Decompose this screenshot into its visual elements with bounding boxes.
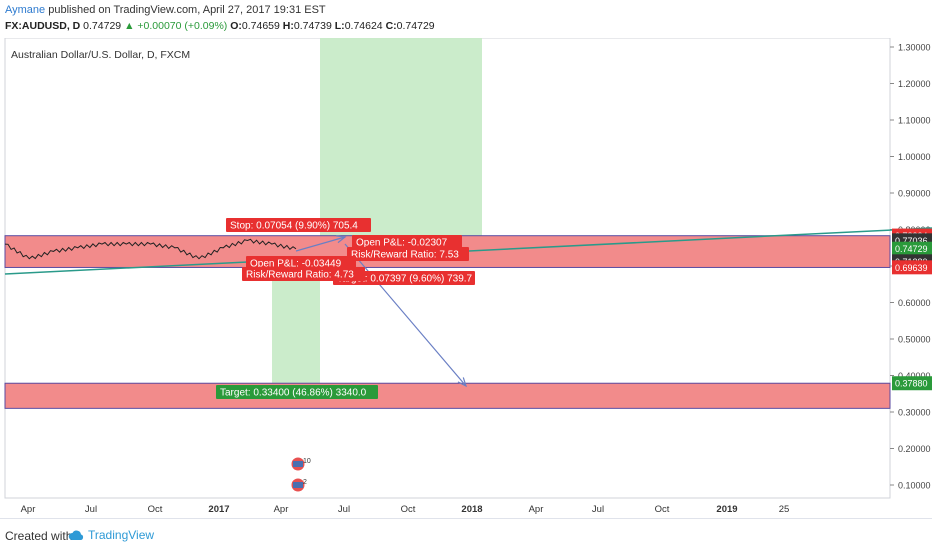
x-tick-label: Jul <box>592 504 604 515</box>
x-tick-label: 2017 <box>208 504 229 515</box>
y-tick-label: 1.20000 <box>898 79 931 89</box>
event-flag-inner <box>293 482 303 488</box>
price-badge-label: 0.37880 <box>895 379 928 389</box>
open-label: O: <box>230 20 242 32</box>
y-tick-label: 1.00000 <box>898 152 931 162</box>
open-value: 0.74659 <box>241 20 280 32</box>
author-link[interactable]: Aymane <box>5 4 46 16</box>
target-zone-label: Target: 0.33400 (46.86%) 3340.0 <box>220 388 367 399</box>
x-tick-label: Apr <box>21 504 36 515</box>
target-label: Target: 0.07397 (9.60%) 739.7 <box>337 274 473 285</box>
close-value: 0.74729 <box>396 20 435 32</box>
low-label: L: <box>334 20 345 32</box>
price-badge-label: 0.74729 <box>895 244 928 254</box>
risk-reward-label-bg <box>347 247 469 261</box>
stop-label: Stop: 0.07054 (9.90%) 705.4 <box>230 221 358 232</box>
price-badge <box>892 260 932 275</box>
chart-header: Aymane published on TradingView.com, Apr… <box>0 0 932 38</box>
y-tick-label: 1.10000 <box>898 116 931 126</box>
x-tick-label: Apr <box>529 504 544 515</box>
tradingview-brand[interactable]: TradingView <box>68 528 154 542</box>
risk-reward-label: Risk/Reward Ratio: 4.73 <box>246 270 354 281</box>
last-price: 0.74729 <box>83 20 122 32</box>
stop-label-bg <box>226 218 371 232</box>
x-tick-label: Jul <box>338 504 350 515</box>
event-flag-count: 2 <box>303 479 307 486</box>
x-tick-label: 2018 <box>461 504 482 515</box>
open-pnl-label: Open P&L: -0.02307 <box>356 238 448 249</box>
y-tick-label: 0.90000 <box>898 189 931 199</box>
open-pnl-label: Open P&L: -0.03449 <box>250 259 342 270</box>
price-badge <box>892 241 932 256</box>
y-tick-label: 0.10000 <box>898 481 931 491</box>
symbol-label: FX:AUDUSD, D <box>5 20 81 32</box>
high-value: 0.74739 <box>293 20 332 32</box>
target-zone-label-bg <box>216 385 378 399</box>
x-tick-label: Oct <box>401 504 416 515</box>
low-value: 0.74624 <box>344 20 383 32</box>
open-pnl-label-bg <box>246 256 356 270</box>
footer: Created with TradingView <box>0 518 932 551</box>
y-tick-label: 1.30000 <box>898 43 931 53</box>
profit-zone <box>320 38 482 241</box>
target-label-bg <box>333 271 475 285</box>
x-tick-label: 2019 <box>716 504 737 515</box>
x-tick-label: Oct <box>148 504 163 515</box>
y-tick-label: 0.50000 <box>898 335 931 345</box>
high-label: H: <box>282 20 294 32</box>
event-flag-count: 10 <box>303 458 311 465</box>
risk-reward-label: Risk/Reward Ratio: 7.53 <box>351 250 459 261</box>
cloud-icon <box>68 530 84 540</box>
price-change: +0.00070 (+0.09%) <box>137 20 228 32</box>
close-label: C: <box>385 20 397 32</box>
projection-arrow <box>295 236 346 252</box>
y-tick-label: 0.40000 <box>898 371 931 381</box>
up-triangle-icon: ▲ <box>124 20 135 32</box>
event-flag-inner <box>293 461 303 467</box>
price-badge-label: 0.77036 <box>895 236 928 246</box>
projection-arrow-head <box>335 235 347 244</box>
y-tick-label: 0.30000 <box>898 408 931 418</box>
publish-info: Aymane published on TradingView.com, Apr… <box>5 4 326 16</box>
projection-arrow <box>344 243 467 387</box>
x-tick-label: Oct <box>655 504 670 515</box>
published-text: published on TradingView.com, April 27, … <box>48 4 326 16</box>
x-tick-label: Jul <box>85 504 97 515</box>
created-with-text: Created with <box>5 529 73 543</box>
price-line <box>4 238 297 260</box>
y-tick-label: 0.60000 <box>898 298 931 308</box>
tradingview-label: TradingView <box>88 528 155 542</box>
chart-area[interactable]: 0.10000 0.20000 0.30000 0.40000 0.50000 0.600… <box>0 37 932 518</box>
price-badge <box>892 376 932 391</box>
x-tick-label: 25 <box>779 504 790 515</box>
y-tick-label: 0.20000 <box>898 444 931 454</box>
price-chart[interactable]: 0.10000 0.20000 0.30000 0.40000 0.50000 0.600… <box>0 37 932 518</box>
price-badge-label: 0.69639 <box>895 263 928 273</box>
ohlc-bar: FX:AUDUSD, D 0.74729 ▲ +0.00070 (+0.09%)… <box>5 20 435 32</box>
risk-reward-label-bg <box>242 267 365 281</box>
open-pnl-label-bg <box>352 235 462 249</box>
x-tick-label: Apr <box>274 504 289 515</box>
target-zone <box>4 382 891 409</box>
projection-arrow-head <box>457 377 467 388</box>
chart-title: Australian Dollar/U.S. Dollar, D, FXCM <box>11 49 190 61</box>
